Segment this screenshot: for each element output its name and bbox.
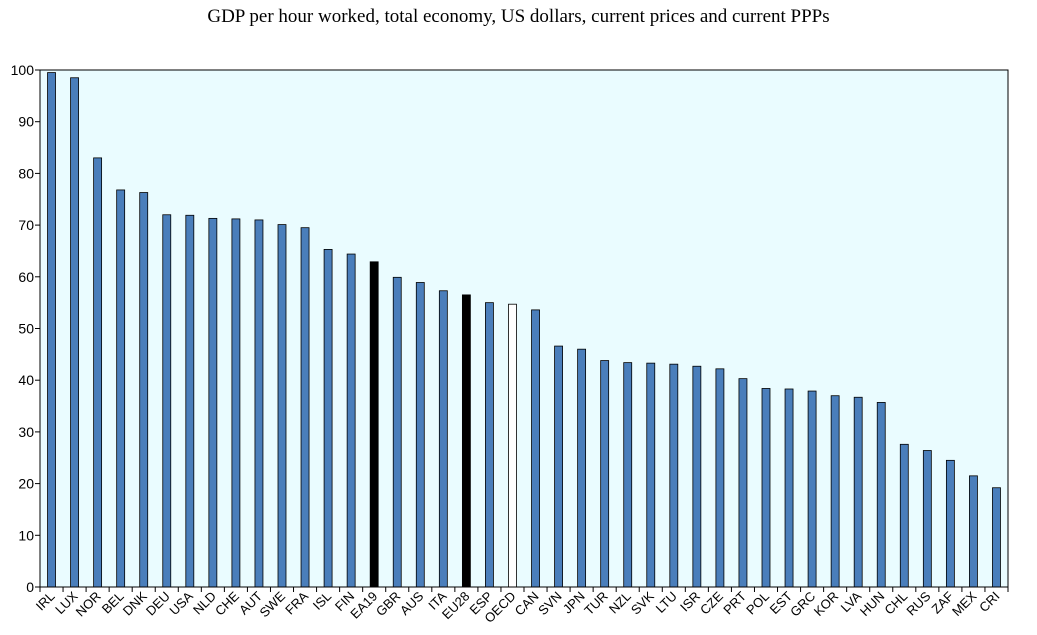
bar-aus — [415, 282, 425, 588]
bar-fra — [300, 227, 310, 588]
bar-hun — [876, 402, 886, 588]
y-tick-label: 80 — [18, 165, 34, 181]
bar-isr — [692, 365, 702, 588]
bar-oecd — [508, 303, 517, 588]
bar-aut — [254, 219, 264, 588]
x-tick-label: CHL — [881, 589, 910, 618]
bar-usa — [185, 214, 195, 588]
x-axis: IRLLUXNORBELDNKDEUUSANLDCHEAUTSWEFRAISLF… — [33, 587, 1009, 626]
bar-deu — [162, 214, 172, 588]
x-tick-label: ISR — [677, 589, 703, 615]
bar-est — [784, 388, 794, 588]
bar-chl — [899, 443, 909, 588]
bar-esp — [485, 302, 494, 588]
bar-nld — [208, 217, 218, 588]
y-tick-label: 40 — [18, 372, 34, 388]
bar-kor — [830, 395, 840, 588]
bar-can — [531, 309, 540, 588]
x-tick-label: USA — [166, 588, 196, 618]
bars — [47, 72, 1001, 588]
y-tick-label: 50 — [18, 321, 34, 337]
x-tick-label: ISL — [310, 589, 334, 613]
bar-svk — [646, 362, 656, 588]
x-tick-label: GBR — [373, 589, 404, 620]
bar-ea19 — [369, 261, 379, 588]
x-tick-label: AUS — [397, 588, 427, 618]
bar-lux — [70, 77, 79, 588]
plot-frame — [39, 69, 1009, 588]
bar-nzl — [623, 362, 633, 588]
bar-gbr — [392, 276, 402, 588]
x-tick-label: NZL — [606, 589, 634, 617]
bar-fin — [346, 253, 356, 588]
chart-title: GDP per hour worked, total economy, US d… — [207, 6, 830, 27]
bar-rus — [922, 450, 932, 588]
x-tick-label: LTU — [653, 589, 680, 616]
x-tick-label: RUS — [903, 588, 933, 618]
bar-bel — [116, 189, 126, 588]
bar-ita — [438, 290, 448, 588]
y-axis: 0 10 20 30 40 50 60 70 80 90 100 — [11, 62, 40, 595]
x-tick-label: CHE — [212, 588, 242, 618]
x-tick-label: CZE — [697, 588, 726, 617]
bar-nor — [93, 157, 103, 588]
bar-grc — [807, 390, 817, 588]
x-tick-label: JPN — [560, 589, 588, 617]
bar-irl — [47, 72, 56, 588]
y-tick-label: 0 — [26, 579, 34, 595]
bar-svn — [554, 345, 563, 588]
bar-isl — [323, 248, 333, 588]
bar-che — [231, 218, 241, 588]
bar-ltu — [669, 363, 679, 588]
x-tick-label: GRC — [787, 589, 818, 620]
bar-cri — [992, 487, 1001, 588]
y-tick-label: 10 — [18, 527, 34, 543]
y-tick-label: 20 — [18, 476, 34, 492]
bar-dnk — [139, 192, 149, 588]
x-tick-label: NLD — [190, 589, 219, 618]
x-tick-label: DEU — [143, 589, 173, 619]
x-tick-label: HUN — [857, 589, 888, 620]
bar-prt — [738, 378, 748, 588]
x-tick-label: PRT — [720, 588, 749, 617]
x-tick-label: TUR — [581, 589, 610, 618]
plot-area — [40, 70, 1008, 587]
x-tick-label: IRL — [33, 589, 58, 614]
y-tick-label: 30 — [18, 424, 34, 440]
x-tick-label: SVK — [628, 588, 657, 617]
bar-pol — [761, 388, 771, 588]
x-tick-label: POL — [743, 589, 772, 618]
y-tick-label: 100 — [11, 62, 35, 78]
bar-jpn — [577, 348, 587, 588]
x-tick-label: NOR — [73, 589, 104, 620]
x-tick-label: SVN — [535, 589, 565, 619]
bar-mex — [969, 475, 978, 588]
y-tick-label: 70 — [18, 217, 34, 233]
x-tick-label: BEL — [99, 589, 127, 617]
y-tick-label: 60 — [18, 269, 34, 285]
bar-lva — [853, 396, 863, 588]
x-tick-label: MEX — [949, 588, 980, 619]
x-tick-label: KOR — [811, 589, 842, 620]
bar-tur — [600, 360, 610, 588]
x-tick-label: CRI — [976, 589, 1002, 615]
x-tick-label: DNK — [120, 588, 150, 618]
bar-eu28 — [461, 294, 471, 588]
x-tick-label: CAN — [512, 589, 542, 619]
bar-cze — [715, 368, 725, 588]
x-tick-label: FRA — [282, 588, 311, 617]
bar-zaf — [945, 459, 955, 588]
bar-swe — [277, 224, 287, 588]
y-tick-label: 90 — [18, 114, 34, 130]
